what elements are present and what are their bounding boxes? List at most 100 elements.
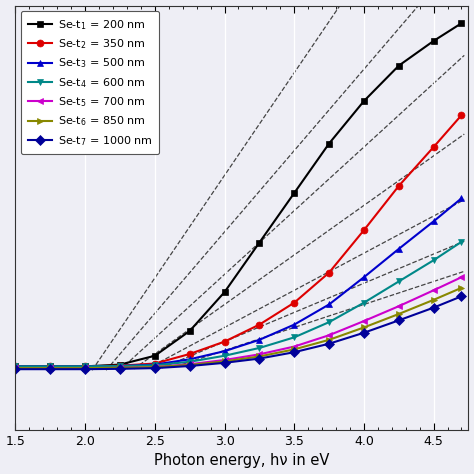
Se-t$_7$ = 1000 nm [396, 318, 401, 323]
Se-t$_2$ = 350 nm [117, 363, 123, 368]
Se-t$_3$ = 500 nm [396, 246, 401, 252]
Se-t$_7$ = 1000 nm [292, 349, 297, 355]
Se-t$_6$ = 850 nm [396, 311, 401, 317]
Se-t$_4$ = 600 nm [292, 335, 297, 340]
Se-t$_4$ = 600 nm [431, 257, 437, 263]
Se-t$_7$ = 1000 nm [326, 341, 332, 346]
Se-t$_5$ = 700 nm [117, 365, 123, 371]
Se-t$_4$ = 600 nm [256, 345, 262, 351]
Se-t$_2$ = 350 nm [222, 339, 228, 345]
Se-t$_1$ = 200 nm [13, 364, 18, 369]
Se-t$_6$ = 850 nm [222, 358, 228, 364]
Se-t$_6$ = 850 nm [117, 365, 123, 371]
Se-t$_5$ = 700 nm [222, 357, 228, 363]
Se-t$_3$ = 500 nm [187, 356, 192, 362]
Legend: Se-t$_1$ = 200 nm, Se-t$_2$ = 350 nm, Se-t$_3$ = 500 nm, Se-t$_4$ = 600 nm, Se-t: Se-t$_1$ = 200 nm, Se-t$_2$ = 350 nm, Se… [21, 11, 159, 155]
Se-t$_3$ = 500 nm [361, 274, 367, 280]
Se-t$_7$ = 1000 nm [117, 366, 123, 372]
Line: Se-t$_4$ = 600 nm: Se-t$_4$ = 600 nm [12, 238, 465, 370]
Se-t$_6$ = 850 nm [152, 364, 158, 370]
Se-t$_5$ = 700 nm [13, 365, 18, 371]
Se-t$_2$ = 350 nm [82, 364, 88, 369]
Se-t$_4$ = 600 nm [152, 363, 158, 368]
Se-t$_6$ = 850 nm [326, 337, 332, 343]
Se-t$_2$ = 350 nm [152, 361, 158, 366]
Se-t$_3$ = 500 nm [431, 219, 437, 224]
Se-t$_4$ = 600 nm [222, 353, 228, 359]
Se-t$_1$ = 200 nm [459, 20, 465, 26]
Se-t$_4$ = 600 nm [361, 300, 367, 306]
Se-t$_1$ = 200 nm [82, 364, 88, 369]
Se-t$_5$ = 700 nm [256, 352, 262, 357]
Line: Se-t$_1$ = 200 nm: Se-t$_1$ = 200 nm [12, 20, 465, 370]
Se-t$_5$ = 700 nm [326, 332, 332, 338]
Se-t$_7$ = 1000 nm [256, 356, 262, 361]
Se-t$_3$ = 500 nm [292, 322, 297, 328]
X-axis label: Photon energy, hν in eV: Photon energy, hν in eV [154, 454, 329, 468]
Se-t$_4$ = 600 nm [459, 239, 465, 245]
Se-t$_1$ = 200 nm [222, 289, 228, 295]
Se-t$_1$ = 200 nm [152, 353, 158, 359]
Se-t$_5$ = 700 nm [396, 303, 401, 309]
Se-t$_6$ = 850 nm [187, 362, 192, 368]
Se-t$_2$ = 350 nm [396, 183, 401, 189]
Se-t$_6$ = 850 nm [47, 365, 53, 371]
Se-t$_5$ = 700 nm [292, 344, 297, 349]
Line: Se-t$_7$ = 1000 nm: Se-t$_7$ = 1000 nm [12, 293, 465, 373]
Se-t$_1$ = 200 nm [396, 63, 401, 69]
Se-t$_2$ = 350 nm [361, 228, 367, 233]
Se-t$_5$ = 700 nm [361, 318, 367, 324]
Se-t$_5$ = 700 nm [431, 287, 437, 293]
Se-t$_2$ = 350 nm [326, 270, 332, 275]
Se-t$_2$ = 350 nm [187, 351, 192, 357]
Se-t$_2$ = 350 nm [47, 364, 53, 369]
Se-t$_7$ = 1000 nm [222, 360, 228, 365]
Se-t$_3$ = 500 nm [82, 364, 88, 369]
Se-t$_4$ = 600 nm [396, 279, 401, 284]
Line: Se-t$_3$ = 500 nm: Se-t$_3$ = 500 nm [12, 195, 465, 370]
Se-t$_3$ = 500 nm [256, 337, 262, 343]
Se-t$_6$ = 850 nm [459, 285, 465, 291]
Se-t$_1$ = 200 nm [361, 98, 367, 104]
Se-t$_1$ = 200 nm [292, 190, 297, 196]
Se-t$_1$ = 200 nm [117, 362, 123, 367]
Se-t$_6$ = 850 nm [13, 365, 18, 371]
Se-t$_7$ = 1000 nm [47, 366, 53, 372]
Se-t$_6$ = 850 nm [431, 297, 437, 303]
Se-t$_4$ = 600 nm [82, 364, 88, 369]
Se-t$_5$ = 700 nm [459, 274, 465, 280]
Se-t$_4$ = 600 nm [47, 364, 53, 369]
Se-t$_4$ = 600 nm [326, 319, 332, 325]
Se-t$_7$ = 1000 nm [459, 293, 465, 299]
Se-t$_3$ = 500 nm [47, 364, 53, 369]
Se-t$_6$ = 850 nm [292, 346, 297, 352]
Line: Se-t$_2$ = 350 nm: Se-t$_2$ = 350 nm [12, 112, 465, 370]
Line: Se-t$_6$ = 850 nm: Se-t$_6$ = 850 nm [12, 284, 465, 372]
Se-t$_4$ = 600 nm [13, 364, 18, 369]
Se-t$_1$ = 200 nm [431, 38, 437, 44]
Se-t$_1$ = 200 nm [187, 328, 192, 334]
Se-t$_5$ = 700 nm [187, 361, 192, 367]
Se-t$_2$ = 350 nm [431, 144, 437, 150]
Se-t$_2$ = 350 nm [292, 300, 297, 306]
Se-t$_5$ = 700 nm [47, 365, 53, 371]
Line: Se-t$_5$ = 700 nm: Se-t$_5$ = 700 nm [12, 274, 465, 372]
Se-t$_6$ = 850 nm [256, 354, 262, 359]
Se-t$_3$ = 500 nm [117, 363, 123, 369]
Se-t$_3$ = 500 nm [13, 364, 18, 369]
Se-t$_2$ = 350 nm [256, 322, 262, 328]
Se-t$_6$ = 850 nm [361, 325, 367, 330]
Se-t$_7$ = 1000 nm [431, 305, 437, 310]
Se-t$_3$ = 500 nm [459, 195, 465, 201]
Se-t$_5$ = 700 nm [152, 364, 158, 370]
Se-t$_1$ = 200 nm [47, 364, 53, 369]
Se-t$_7$ = 1000 nm [13, 366, 18, 372]
Se-t$_7$ = 1000 nm [187, 363, 192, 369]
Se-t$_3$ = 500 nm [152, 362, 158, 367]
Se-t$_5$ = 700 nm [82, 365, 88, 371]
Se-t$_3$ = 500 nm [222, 348, 228, 354]
Se-t$_7$ = 1000 nm [152, 365, 158, 371]
Se-t$_4$ = 600 nm [187, 359, 192, 365]
Se-t$_7$ = 1000 nm [361, 330, 367, 336]
Se-t$_1$ = 200 nm [326, 141, 332, 146]
